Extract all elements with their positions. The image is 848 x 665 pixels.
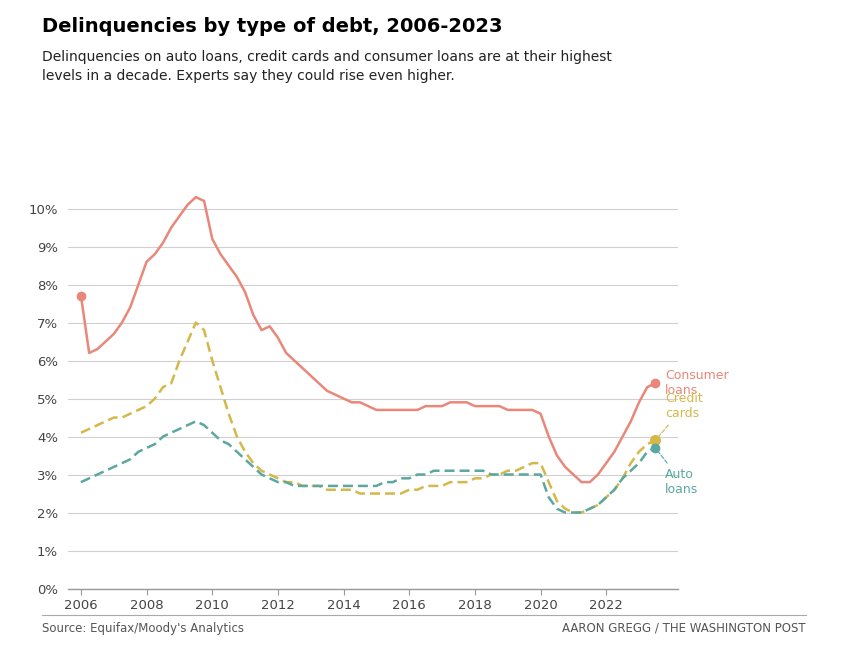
- Text: Delinquencies by type of debt, 2006-2023: Delinquencies by type of debt, 2006-2023: [42, 17, 503, 36]
- Text: Credit
cards: Credit cards: [657, 392, 703, 438]
- Text: AARON GREGG / THE WASHINGTON POST: AARON GREGG / THE WASHINGTON POST: [562, 622, 806, 635]
- Text: Consumer
loans: Consumer loans: [666, 369, 729, 397]
- Text: Source: Equifax/Moody's Analytics: Source: Equifax/Moody's Analytics: [42, 622, 244, 635]
- Text: Auto
loans: Auto loans: [657, 450, 699, 496]
- Text: Delinquencies on auto loans, credit cards and consumer loans are at their highes: Delinquencies on auto loans, credit card…: [42, 50, 612, 83]
